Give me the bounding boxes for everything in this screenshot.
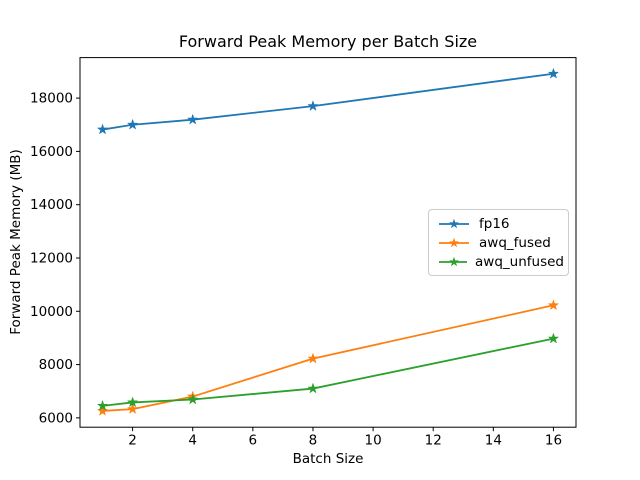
- legend-item-fp16: fp16: [437, 214, 564, 233]
- data-point-marker-awq_unfused: [307, 383, 319, 393]
- x-tick-label: 14: [485, 433, 502, 449]
- y-tick-label: 12000: [30, 250, 73, 266]
- data-point-marker-awq_fused: [97, 405, 108, 416]
- x-tick-label: 10: [364, 433, 381, 449]
- x-tick-label: 16: [545, 433, 562, 449]
- legend: fp16 awq_fused awq_unfused: [428, 209, 569, 276]
- series-line-awq_unfused: [101, 337, 555, 407]
- legend-key-icon-fp16: [439, 218, 469, 228]
- data-point-marker-awq_unfused: [97, 400, 108, 411]
- data-point-marker-fp16: [187, 114, 198, 125]
- x-tick-label: 12: [425, 433, 442, 449]
- legend-key-icon-awq_unfused: [439, 256, 468, 266]
- y-tick-label: 18000: [30, 91, 73, 107]
- x-tick-label: 6: [249, 433, 258, 449]
- x-axis-label: Batch Size: [292, 451, 364, 467]
- data-point-marker-awq_fused: [127, 403, 138, 414]
- x-tick-label: 8: [309, 433, 318, 449]
- legend-label-awq_fused: awq_fused: [479, 234, 551, 251]
- legend-label-fp16: fp16: [479, 215, 510, 232]
- chart-title: Forward Peak Memory per Batch Size: [178, 32, 478, 51]
- data-point-marker-awq_unfused: [548, 333, 559, 344]
- series-line-fp16: [101, 72, 555, 131]
- series-line-awq_fused: [101, 304, 555, 412]
- data-point-marker-fp16: [97, 124, 108, 134]
- y-tick-label: 10000: [30, 304, 73, 320]
- y-tick-label: 16000: [30, 144, 73, 160]
- legend-item-awq_fused: awq_fused: [437, 233, 564, 252]
- legend-key-icon-awq_fused: [439, 237, 469, 247]
- y-tick-label: 6000: [39, 410, 73, 426]
- axes-frame: [79, 57, 577, 428]
- legend-item-awq_unfused: awq_unfused: [437, 252, 564, 271]
- y-tick-label: 14000: [30, 197, 73, 213]
- y-tick-label: 8000: [39, 357, 73, 373]
- x-tick-label: 4: [188, 433, 197, 449]
- data-point-marker-fp16: [307, 100, 319, 111]
- data-point-marker-awq_unfused: [187, 394, 198, 404]
- legend-label-awq_unfused: awq_unfused: [475, 253, 564, 270]
- data-point-marker-awq_fused: [548, 299, 559, 310]
- x-tick-label: 2: [128, 433, 137, 449]
- data-point-marker-fp16: [548, 68, 559, 79]
- data-point-marker-awq_fused: [307, 353, 319, 364]
- data-point-marker-awq_unfused: [127, 397, 138, 407]
- data-point-marker-fp16: [127, 119, 138, 130]
